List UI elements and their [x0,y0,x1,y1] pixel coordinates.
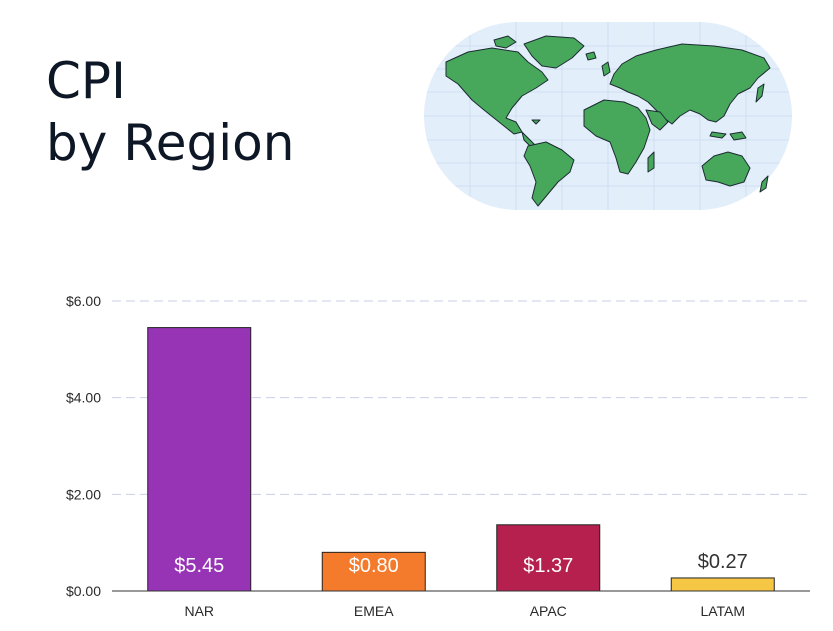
y-tick-label: $4.00 [66,390,101,406]
data-label-latam: $0.27 [698,551,748,573]
bar-emea [321,551,426,592]
title-line-2: by Region [46,114,295,172]
world-map-icon [424,22,792,210]
y-tick-label: $0.00 [66,583,101,599]
bar-apac [496,524,601,592]
bars [147,327,775,592]
x-axis: NAR EMEA APAC LATAM [184,603,745,619]
data-label-apac: $1.37 [523,555,573,577]
y-tick-label: $6.00 [66,293,101,309]
x-tick-label: LATAM [700,603,745,619]
bar-nar [147,327,252,592]
x-tick-label: APAC [530,603,567,619]
data-labels: $5.45 $0.80 $1.37 $0.27 [174,551,748,577]
bar-latam [670,577,775,592]
data-label-nar: $5.45 [174,555,224,577]
y-axis: $0.00 $2.00 $4.00 $6.00 [66,293,101,599]
data-label-emea: $0.80 [349,555,399,577]
page-title: CPI by Region [46,50,294,174]
x-tick-label: NAR [184,603,214,619]
y-tick-label: $2.00 [66,486,101,502]
x-tick-label: EMEA [354,603,394,619]
title-line-1: CPI [46,52,126,110]
